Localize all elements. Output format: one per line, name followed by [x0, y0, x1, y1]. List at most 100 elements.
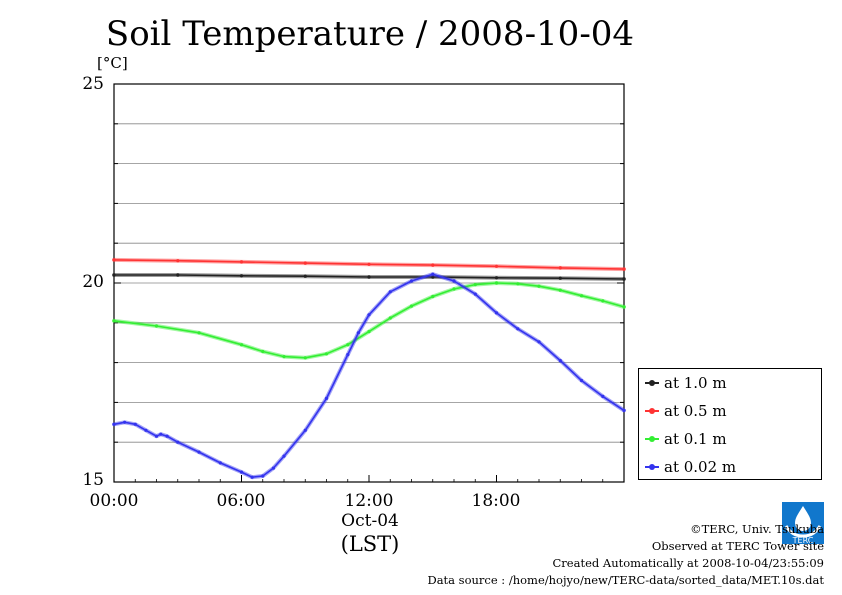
data-point [494, 311, 499, 315]
observed-text: Observed at TERC Tower site [651, 539, 824, 553]
data-point [154, 434, 159, 438]
data-point [133, 422, 137, 426]
legend-swatch [645, 462, 659, 472]
data-point [250, 475, 254, 479]
data-point [165, 434, 169, 438]
data-point [601, 394, 605, 398]
created-text: Created Automatically at 2008-10-04/23:5… [552, 556, 825, 570]
x-tick-label: 06:00 [216, 491, 266, 511]
logo-text: TERC [792, 536, 814, 544]
data-point [516, 282, 520, 286]
data-point [494, 276, 499, 280]
series-line [113, 282, 625, 359]
data-point [303, 356, 307, 360]
data-point [473, 283, 477, 287]
data-point [303, 428, 307, 432]
data-point [123, 420, 127, 424]
data-point [452, 279, 456, 283]
terc-logo-icon: TERC [782, 502, 824, 544]
data-point [271, 466, 275, 470]
data-point [112, 258, 116, 262]
axis-ticks [113, 83, 625, 483]
data-point [367, 330, 371, 334]
data-point [388, 290, 392, 294]
data-point [622, 305, 626, 309]
data-point [431, 272, 435, 276]
data-point [558, 288, 562, 292]
data-point [112, 273, 116, 277]
data-point [144, 428, 148, 432]
data-point [176, 440, 180, 444]
data-point [176, 273, 180, 277]
copyright-text: ©TERC, Univ. Tsukuba [690, 522, 824, 536]
legend-swatch [645, 434, 659, 444]
data-point [494, 281, 499, 285]
data-point [239, 274, 244, 278]
x-zone-label: (LST) [340, 532, 400, 556]
data-point [579, 294, 584, 298]
source-text: Data source : /home/hojyo/new/TERC-data/… [427, 573, 824, 587]
legend-swatch [645, 406, 659, 416]
data-point [303, 261, 307, 265]
series-halo [112, 281, 626, 360]
y-axis-unit-label: [°C] [97, 54, 128, 72]
data-point [356, 331, 360, 335]
data-point [431, 294, 435, 299]
y-tick-label: 15 [82, 470, 104, 490]
legend-label: at 0.02 m [664, 458, 737, 476]
series-lines [112, 257, 626, 480]
data-point [367, 262, 371, 266]
data-point [282, 355, 286, 359]
data-point [261, 349, 265, 354]
legend-item: at 0.02 m [645, 455, 736, 479]
legend: at 1.0 m at 0.5 m at 0.1 m at 0.02 m [638, 368, 822, 480]
data-point [239, 260, 244, 264]
chart-title: Soil Temperature / 2008-10-04 [105, 14, 635, 54]
data-point [367, 275, 371, 279]
data-point [622, 408, 626, 412]
data-point [218, 461, 222, 465]
legend-item: at 1.0 m [645, 371, 727, 395]
data-point [112, 422, 116, 426]
x-tick-label: 12:00 [344, 491, 394, 511]
legend-label: at 1.0 m [664, 374, 727, 392]
y-tick-label: 20 [82, 272, 104, 292]
data-point [622, 267, 626, 271]
legend-item: at 0.1 m [645, 427, 727, 451]
data-point [346, 353, 350, 357]
data-point [409, 279, 414, 283]
legend-label: at 0.5 m [664, 402, 727, 420]
data-point [537, 340, 541, 344]
data-point [303, 274, 307, 278]
data-point [159, 432, 163, 436]
data-point [537, 284, 541, 288]
data-point [452, 287, 456, 291]
data-point [197, 331, 201, 335]
data-point [579, 378, 584, 383]
data-point [558, 266, 562, 270]
data-point [473, 292, 477, 296]
data-point [197, 450, 201, 454]
x-tick-label: 00:00 [89, 491, 139, 511]
data-point [154, 324, 159, 328]
data-point [367, 313, 371, 317]
x-tick-label: 18:00 [471, 491, 521, 511]
series-halo [112, 272, 626, 480]
data-point [516, 327, 520, 331]
data-point [601, 299, 605, 303]
data-point [558, 359, 562, 363]
data-point [239, 343, 244, 347]
data-point [346, 343, 350, 347]
data-point [324, 396, 329, 400]
x-date-label: Oct-04 [341, 511, 399, 531]
data-point [112, 319, 116, 323]
data-point [409, 304, 414, 308]
legend-item: at 0.5 m [645, 399, 727, 423]
grid-lines [114, 123, 624, 443]
legend-label: at 0.1 m [664, 430, 727, 448]
data-point [431, 263, 435, 267]
data-point [261, 474, 265, 478]
data-point [494, 264, 499, 268]
data-point [431, 275, 435, 279]
